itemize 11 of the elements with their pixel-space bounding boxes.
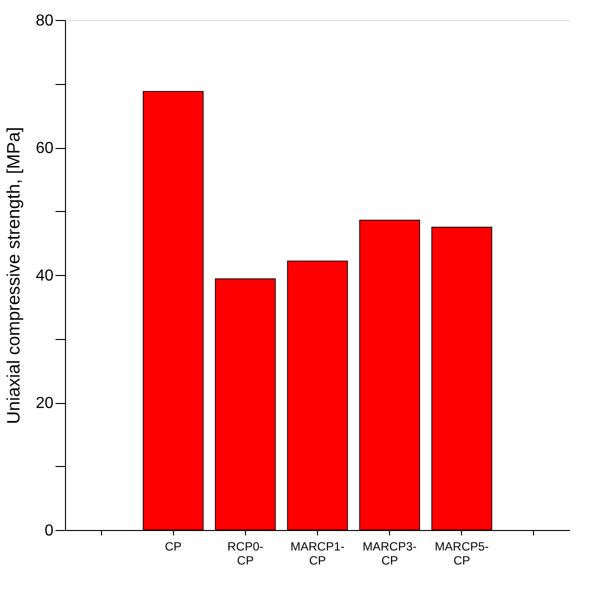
x-tick-label: CP (164, 540, 182, 554)
x-tick-label: MARCP1-CP (290, 540, 345, 568)
y-axis-title: Uniaxial compressive strength, [MPa] (4, 126, 24, 424)
y-tick-label: 40 (36, 268, 54, 284)
x-tick-label: RCP0-CP (227, 540, 264, 568)
y-tick-label: 80 (36, 12, 54, 30)
y-tick-label: 60 (36, 140, 54, 157)
y-tick-label: 0 (44, 522, 54, 540)
x-tick-label: MARCP5-CP (434, 540, 489, 568)
x-tick-label: MARCP3-CP (362, 540, 417, 568)
y-tick-label: 20 (36, 395, 54, 412)
